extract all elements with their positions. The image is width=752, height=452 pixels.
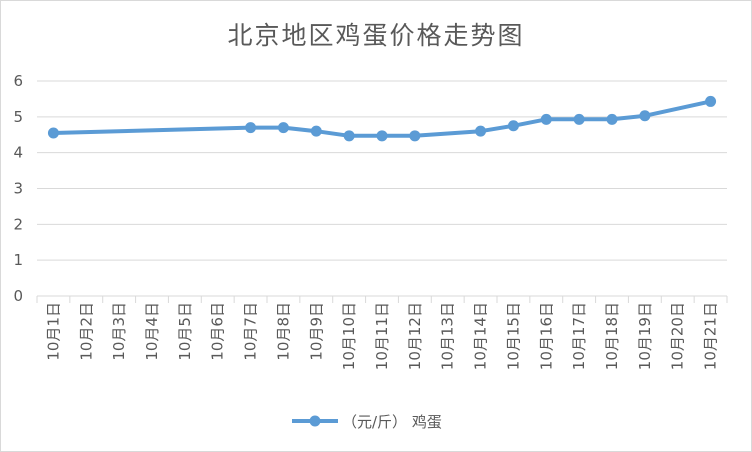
series-layer	[47, 95, 717, 142]
data-point	[639, 110, 651, 122]
x-tick-label: 10月21日	[702, 302, 720, 370]
x-axis: 10月1日 10月2日 10月3日 10月4日 10月5日 10月6日 10月7日 10月8日…	[44, 302, 719, 370]
legend-line-marker	[292, 410, 338, 432]
x-tick-label: 10月20日	[669, 302, 687, 370]
x-tick-label: 10月15日	[504, 302, 522, 370]
x-tick-label: 10月5日	[176, 302, 194, 361]
x-tick-label: 10月1日	[44, 302, 62, 361]
x-tick-label: 10月2日	[77, 302, 95, 361]
y-tick-label: 6	[13, 72, 23, 90]
data-point	[47, 127, 59, 139]
data-point	[705, 95, 717, 107]
x-tick-label: 10月7日	[242, 302, 260, 361]
data-point	[409, 130, 421, 142]
data-point	[540, 113, 552, 125]
x-tick-label: 10月8日	[274, 302, 292, 361]
x-tick-label: 10月9日	[307, 302, 325, 361]
data-point	[277, 122, 289, 134]
x-tick-label: 10月11日	[373, 302, 391, 370]
x-tick-label: 10月10日	[340, 302, 358, 370]
data-point	[475, 125, 487, 137]
x-tick-label: 10月13日	[439, 302, 457, 370]
x-tick-label: 10月14日	[472, 302, 490, 370]
legend-label: （元/斤） 鸡蛋	[342, 412, 442, 431]
data-point	[343, 130, 355, 142]
y-tick-label: 3	[13, 180, 23, 198]
data-point	[376, 130, 388, 142]
legend: （元/斤） 鸡蛋	[292, 410, 442, 432]
data-point	[245, 122, 257, 134]
data-point	[573, 113, 585, 125]
data-point	[507, 120, 519, 132]
y-tick-label: 1	[13, 251, 23, 269]
x-tick-label: 10月17日	[570, 302, 588, 370]
y-axis: 0 1 2 3 4 5 6	[13, 72, 23, 305]
data-point	[310, 125, 322, 137]
gridlines	[36, 80, 728, 303]
x-tick-label: 10月4日	[143, 302, 161, 361]
x-tick-label: 10月6日	[209, 302, 227, 361]
x-tick-label: 10月16日	[537, 302, 555, 370]
x-tick-label: 10月19日	[636, 302, 654, 370]
x-tick-label: 10月12日	[406, 302, 424, 370]
y-tick-label: 5	[13, 108, 23, 126]
chart-title: 北京地区鸡蛋价格走势图	[227, 21, 525, 50]
y-tick-label: 0	[13, 287, 23, 305]
y-tick-label: 4	[13, 144, 23, 162]
data-point	[606, 113, 618, 125]
y-tick-label: 2	[13, 215, 23, 233]
x-tick-label: 10月3日	[110, 302, 128, 361]
x-tick-label: 10月18日	[603, 302, 621, 370]
